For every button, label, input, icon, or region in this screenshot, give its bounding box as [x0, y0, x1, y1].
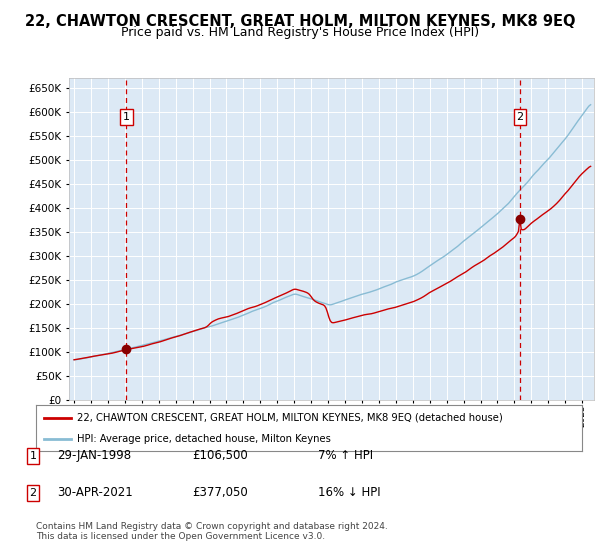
- Text: 30-APR-2021: 30-APR-2021: [57, 486, 133, 500]
- Text: HPI: Average price, detached house, Milton Keynes: HPI: Average price, detached house, Milt…: [77, 434, 331, 444]
- Text: 2: 2: [517, 112, 524, 122]
- Text: 29-JAN-1998: 29-JAN-1998: [57, 449, 131, 463]
- Text: 22, CHAWTON CRESCENT, GREAT HOLM, MILTON KEYNES, MK8 9EQ: 22, CHAWTON CRESCENT, GREAT HOLM, MILTON…: [25, 14, 575, 29]
- Text: £377,050: £377,050: [192, 486, 248, 500]
- Text: 22, CHAWTON CRESCENT, GREAT HOLM, MILTON KEYNES, MK8 9EQ (detached house): 22, CHAWTON CRESCENT, GREAT HOLM, MILTON…: [77, 413, 503, 423]
- Text: £106,500: £106,500: [192, 449, 248, 463]
- Text: 2: 2: [29, 488, 37, 498]
- Text: Price paid vs. HM Land Registry's House Price Index (HPI): Price paid vs. HM Land Registry's House …: [121, 26, 479, 39]
- Text: 1: 1: [123, 112, 130, 122]
- Text: 16% ↓ HPI: 16% ↓ HPI: [318, 486, 380, 500]
- Text: 1: 1: [29, 451, 37, 461]
- Text: Contains HM Land Registry data © Crown copyright and database right 2024.
This d: Contains HM Land Registry data © Crown c…: [36, 522, 388, 542]
- Text: 7% ↑ HPI: 7% ↑ HPI: [318, 449, 373, 463]
